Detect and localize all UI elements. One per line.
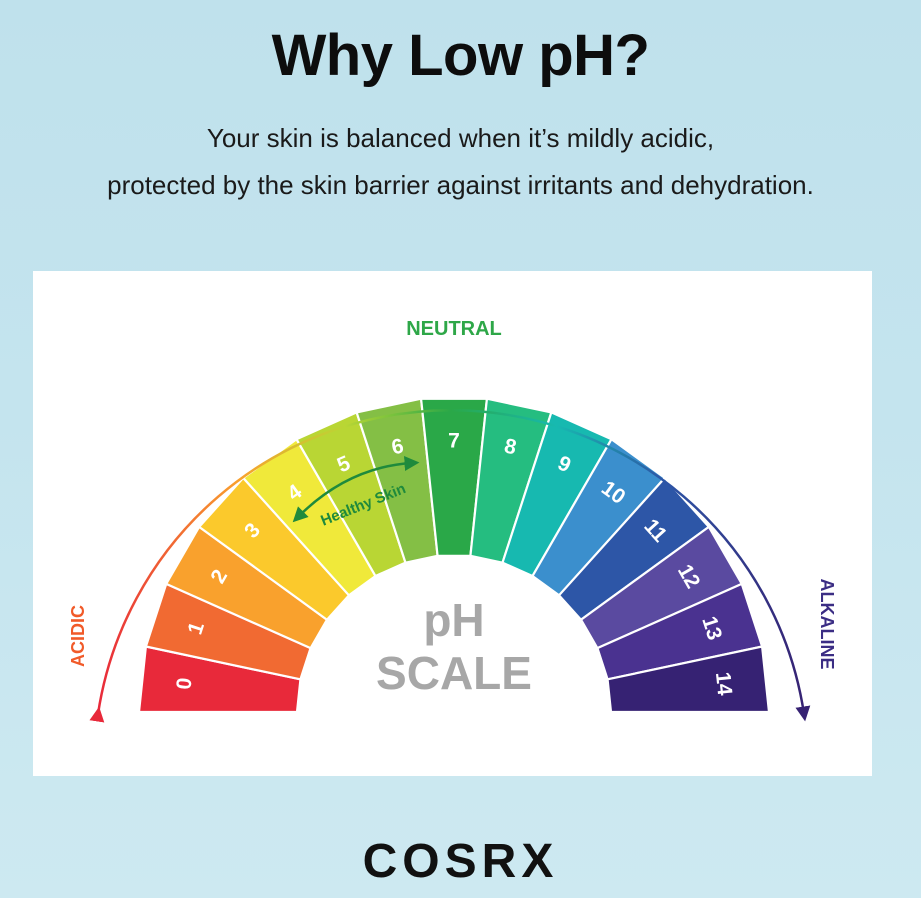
center-ph-label: pH <box>423 594 484 646</box>
ph-scale-card: 0 1 2 3 4 5 6 7 8 9 10 11 12 13 14 NEUTRAL ACIDIC ALKA… <box>33 271 872 776</box>
subtitle-line-1: Your skin is balanced when it’s mildly a… <box>206 123 715 153</box>
ph-label-0: 0 <box>172 677 196 691</box>
ph-label-8: 8 <box>502 434 519 459</box>
subtitle-line-2: protected by the skin barrier against ir… <box>107 170 814 200</box>
ph-label-14: 14 <box>711 671 736 697</box>
acidic-to-alkaline-arrow <box>89 409 811 723</box>
acidic-label: ACIDIC <box>68 605 88 667</box>
neutral-label: NEUTRAL <box>406 318 502 340</box>
healthy-skin-arrow <box>292 455 420 523</box>
page-title: Why Low pH? <box>271 23 650 88</box>
ph-label-7: 7 <box>448 430 460 453</box>
center-scale-label: SCALE <box>376 647 532 699</box>
alkaline-label: ALKALINE <box>817 579 837 670</box>
cosrx-logo: COSRX <box>362 835 559 888</box>
ph-label-6: 6 <box>390 434 406 459</box>
